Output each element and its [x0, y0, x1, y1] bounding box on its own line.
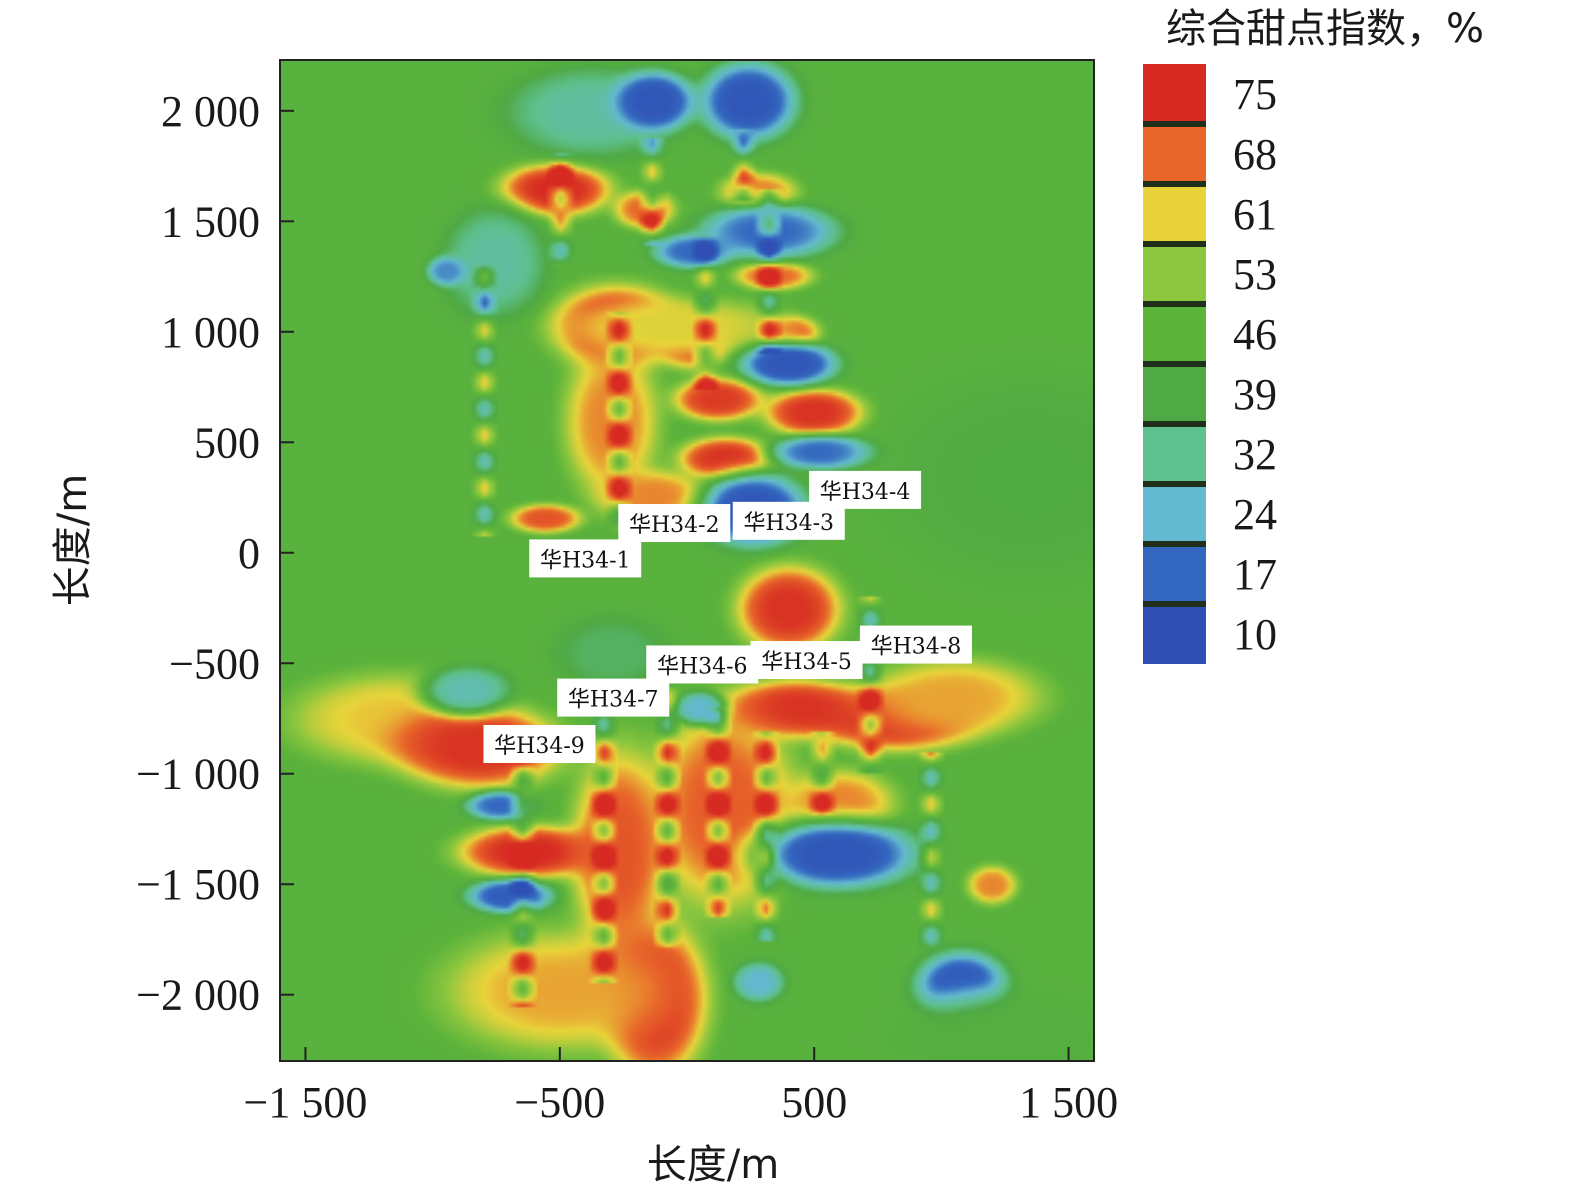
- well-label: 华H34-5: [750, 641, 863, 680]
- colorbar-segment: [1143, 184, 1206, 244]
- colorbar-separator: [1143, 481, 1206, 487]
- well-label-box: [750, 641, 863, 680]
- well-label-box: [646, 645, 759, 684]
- well-label: 华H34-1: [529, 539, 642, 578]
- colorbar-tick-label: 39: [1233, 370, 1277, 419]
- colorbar-segment: [1143, 124, 1206, 184]
- colorbar-title: 综合甜点指数，%: [1166, 6, 1484, 52]
- y-tick-label: −2 000: [136, 971, 260, 1020]
- x-tick-label: 500: [781, 1078, 847, 1127]
- well-label: 华H34-6: [646, 645, 759, 684]
- colorbar-separator: [1143, 601, 1206, 607]
- colorbar-tick-label: 24: [1233, 490, 1277, 539]
- colorbar-segment: [1143, 424, 1206, 484]
- colorbar-segment: [1143, 544, 1206, 604]
- y-tick-label: −1 500: [136, 860, 260, 909]
- colorbar-separator: [1143, 241, 1206, 247]
- colorbar-segment: [1143, 244, 1206, 304]
- well-label: 华H34-8: [859, 625, 972, 664]
- well-label-box: [809, 470, 922, 509]
- colorbar-separator: [1143, 541, 1206, 547]
- heatmap-field: [280, 60, 1094, 1061]
- colorbar-separator: [1143, 421, 1206, 427]
- colorbar-tick-label: 61: [1233, 190, 1277, 239]
- colorbar-segment: [1143, 364, 1206, 424]
- colorbar-segment: [1143, 604, 1206, 664]
- y-tick-label: 1 500: [161, 197, 260, 246]
- x-tick-label: −1 500: [244, 1078, 368, 1127]
- well-label: 华H34-9: [483, 725, 596, 764]
- well-label-box: [557, 678, 670, 717]
- well-label-text: 华H34-6: [657, 654, 748, 679]
- well-label: 华H34-4: [809, 470, 922, 509]
- well-labels: 华H34-1 华H34-2 华H34-3 华H34-4 华H34-5 华H34-6 华H34…: [483, 470, 972, 764]
- well-label-text: 华H34-1: [540, 548, 631, 573]
- colorbar-tick-label: 32: [1233, 430, 1277, 479]
- colorbar-separator: [1143, 361, 1206, 367]
- heatmap-raster: [280, 60, 1094, 1061]
- colorbar-separator: [1143, 181, 1206, 187]
- colorbar-segment: [1143, 304, 1206, 364]
- colorbar-tick-label: 17: [1233, 550, 1277, 599]
- well-label-text: 华H34-5: [761, 650, 852, 675]
- well-label-box: [529, 539, 642, 578]
- colorbar-separator: [1143, 301, 1206, 307]
- x-tick-label: −500: [514, 1078, 605, 1127]
- y-axis: 2 000 1 500 1 000 500 0 −500 −1 000 −1 500 −2 00…: [136, 87, 294, 1020]
- colorbar-tick-label: 10: [1233, 610, 1277, 659]
- colorbar-tick-label: 68: [1233, 130, 1277, 179]
- well-label: 华H34-7: [557, 678, 670, 717]
- x-tick-label: 1 500: [1019, 1078, 1118, 1127]
- colorbar-segment: [1143, 484, 1206, 544]
- well-label-box: [859, 625, 972, 664]
- colorbar-tick-label: 46: [1233, 310, 1277, 359]
- colorbar-segment: [1143, 64, 1206, 124]
- colorbar-tick-label: 53: [1233, 250, 1277, 299]
- well-label-text: 华H34-4: [820, 480, 911, 505]
- well-label-text: 华H34-2: [629, 513, 720, 538]
- colorbar: 75 68 61 53 46 39 32 24 17 10: [1143, 64, 1277, 664]
- y-tick-label: 1 000: [161, 308, 260, 357]
- y-tick-label: 2 000: [161, 87, 260, 136]
- well-label-text: 华H34-7: [568, 688, 659, 713]
- y-axis-title: 长度/m: [50, 474, 96, 606]
- well-label-text: 华H34-3: [743, 511, 834, 536]
- plot-frame: [279, 59, 1095, 1062]
- colorbar-separator: [1143, 121, 1206, 127]
- well-label-text: 华H34-9: [494, 734, 585, 759]
- y-tick-label: 500: [194, 418, 260, 467]
- well-label: 华H34-2: [618, 504, 731, 543]
- y-tick-label: −1 000: [136, 750, 260, 799]
- colorbar-tick-label: 75: [1233, 70, 1277, 119]
- y-tick-label: −500: [169, 639, 260, 688]
- well-label: 华H34-3: [732, 501, 845, 540]
- well-label-box: [618, 504, 731, 543]
- y-tick-label: 0: [238, 529, 260, 578]
- x-axis: −1 500 −500 500 1 500: [244, 1047, 1118, 1127]
- x-axis-title: 长度/m: [647, 1142, 779, 1188]
- well-label-text: 华H34-8: [871, 635, 962, 660]
- well-label-box: [483, 725, 596, 764]
